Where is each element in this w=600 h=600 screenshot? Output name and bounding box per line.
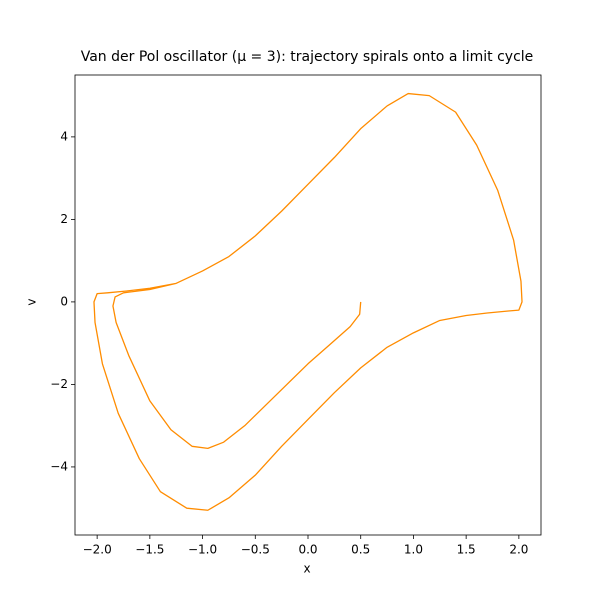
y-tick-label: −4 <box>50 459 68 473</box>
x-tick-label: 0.5 <box>351 543 370 557</box>
y-tick-label: 0 <box>60 294 68 308</box>
x-tick-label: −0.5 <box>241 543 270 557</box>
x-tick-label: 0.0 <box>298 543 317 557</box>
trajectory-line <box>93 92 523 511</box>
x-tick-label: −2.0 <box>83 543 112 557</box>
y-tick-label: 2 <box>60 212 68 226</box>
x-tick-label: −1.0 <box>188 543 217 557</box>
y-axis-label: v <box>25 298 39 305</box>
x-tick-label: 2.0 <box>509 543 528 557</box>
x-tick-label: 1.0 <box>404 543 423 557</box>
chart-title: Van der Pol oscillator (μ = 3): trajecto… <box>81 49 534 65</box>
y-tick-label: 4 <box>60 129 68 143</box>
x-axis-label: x <box>303 562 310 576</box>
x-tick-label: 1.5 <box>457 543 476 557</box>
plot-frame <box>74 74 542 536</box>
y-tick-label: −2 <box>50 377 68 391</box>
x-tick-label: −1.5 <box>135 543 164 557</box>
